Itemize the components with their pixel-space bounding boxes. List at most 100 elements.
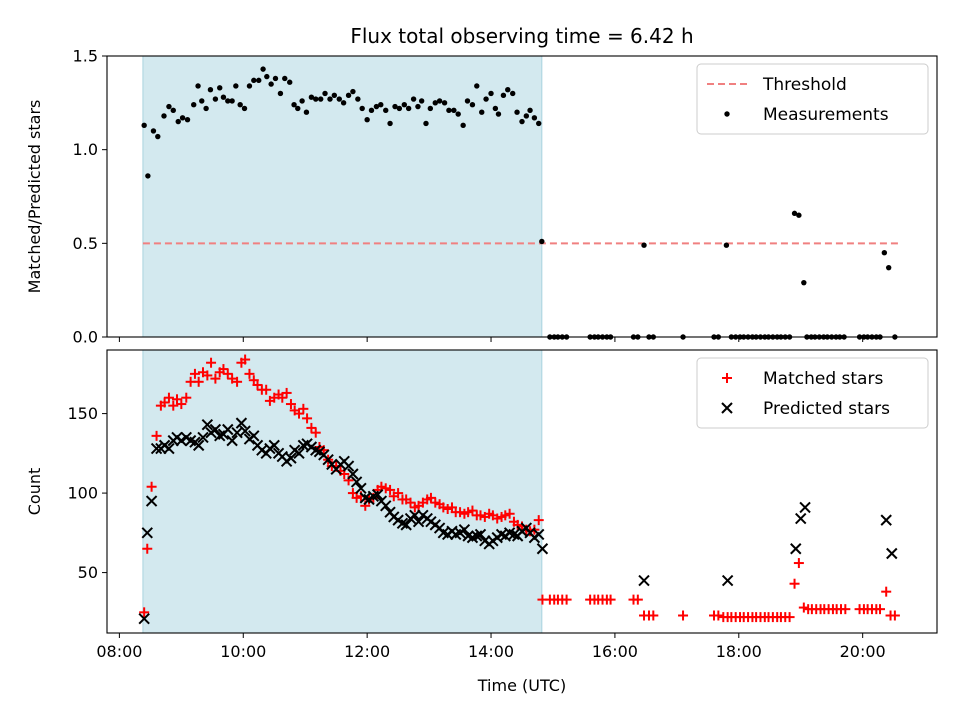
measurement-point [796, 212, 802, 218]
y-tick-label: 150 [67, 404, 98, 423]
x-tick-label: 16:00 [592, 642, 638, 661]
measurement-point [423, 120, 429, 127]
measurement-point [350, 88, 356, 95]
measurement-point [801, 279, 807, 286]
predicted-star-point [355, 482, 367, 495]
predicted-star-point [222, 423, 234, 436]
y-tick-label: 1.5 [73, 47, 98, 66]
measurement-point [401, 102, 408, 108]
measurement-point [287, 79, 293, 85]
matched-star-point [281, 387, 292, 398]
measurement-point [410, 96, 417, 102]
matched-star-point [171, 394, 182, 405]
matched-star-point [310, 427, 321, 438]
bottom-panel-ticks: 50 100 150 08:00 10:00 12:00 14:00 16:00 18:00 20… [67, 404, 885, 661]
measurement-point [256, 77, 262, 84]
measurement-point [536, 120, 542, 127]
matched-star-point [784, 612, 795, 623]
legend-x-mark [721, 402, 733, 414]
bottom-panel-legend: Matched stars Predicted stars [696, 357, 929, 429]
matched-star-point [561, 594, 572, 605]
x-axis-label: Time (UTC) [477, 676, 566, 695]
legend-predicted-label: Predicted stars [763, 399, 890, 419]
predicted-star-point [342, 460, 355, 472]
measurement-point [359, 105, 365, 112]
measurement-point [446, 107, 452, 114]
measurement-point [340, 100, 347, 106]
matched-star-point [306, 422, 317, 433]
predicted-star-point [721, 574, 734, 587]
measurement-point [199, 98, 205, 104]
measurement-point [195, 83, 201, 89]
predicted-star-point [248, 430, 260, 442]
top-panel-ylabel: Matched/Predicted stars [25, 100, 44, 294]
measurement-point [345, 92, 352, 99]
bottom-panel: 50 100 150 08:00 10:00 12:00 14:00 16:00 18:00 20… [25, 349, 938, 695]
measurement-point [246, 83, 253, 89]
legend-matched-label: Matched stars [763, 369, 883, 389]
matched-star-point [881, 586, 892, 597]
predicted-star-point [175, 434, 188, 447]
matched-star-point [193, 376, 204, 387]
matched-star-point [840, 604, 851, 615]
measurement-point [791, 210, 798, 217]
matched-star-point [533, 515, 544, 526]
measurement-point [355, 96, 361, 102]
measurement-point [427, 105, 434, 112]
predicted-star-point [371, 488, 384, 501]
matched-star-point [467, 505, 478, 516]
measurement-point [510, 90, 516, 97]
measurement-point [313, 96, 319, 102]
matched-star-point [425, 492, 436, 503]
matched-star-point [492, 513, 503, 524]
measurement-point [387, 120, 393, 127]
predicted-star-point [239, 425, 251, 437]
matched-star-point [504, 508, 515, 519]
measurement-point [322, 90, 328, 97]
predicted-star-point [886, 547, 898, 560]
matched-star-point [189, 368, 200, 379]
predicted-star-point [474, 528, 487, 541]
matched-star-point [648, 610, 659, 621]
measurement-point [212, 96, 219, 102]
predicted-star-point [209, 423, 222, 436]
measurement-point [492, 105, 499, 112]
measurement-point [523, 113, 530, 119]
legend-plus-mark [722, 373, 732, 383]
y-tick-label: 1.0 [73, 140, 98, 159]
measurement-point [264, 73, 270, 80]
matched-star-point [302, 413, 313, 424]
x-tick-label: 18:00 [716, 642, 762, 661]
measurement-point [531, 115, 538, 121]
measurement-point [392, 103, 398, 110]
measurement-point [723, 242, 730, 248]
predicted-star-point [226, 434, 238, 447]
bottom-panel-ylabel: Count [25, 468, 44, 516]
measurements-series [141, 66, 898, 340]
legend-measurements-swatch [724, 111, 730, 117]
predicted-star-point [400, 519, 412, 531]
top-panel-ticks: 0.0 0.5 1.0 1.5 [73, 47, 864, 347]
measurement-point [166, 103, 172, 110]
matched-star-point [793, 558, 804, 569]
measurement-point [364, 116, 370, 123]
top-panel-frame [106, 55, 938, 338]
predicted-star-point [799, 501, 811, 514]
matched-star-point [875, 604, 886, 615]
matched-star-point [385, 484, 396, 495]
measurement-point [295, 105, 301, 112]
predicted-star-point [192, 439, 205, 452]
matched-star-point [146, 481, 157, 492]
matched-star-point [713, 610, 724, 621]
measurement-point [336, 96, 342, 102]
matched-star-point [232, 376, 243, 387]
predicted-star-point [268, 439, 280, 452]
legend-measurements-label: Measurements [763, 105, 889, 125]
matched-stars-series [139, 354, 900, 623]
measurement-point [317, 96, 324, 102]
measurement-point [368, 107, 375, 114]
measurement-point [436, 98, 443, 104]
matched-star-point [393, 488, 404, 499]
measurement-point [291, 102, 297, 108]
